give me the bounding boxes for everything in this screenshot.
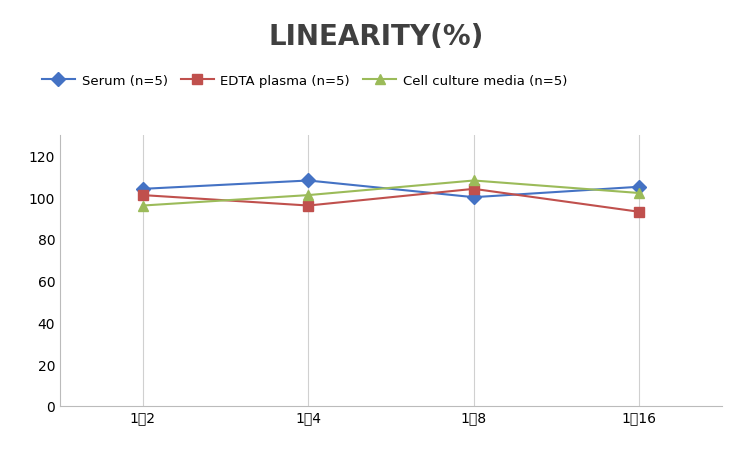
Serum (n=5) xyxy=(469,195,478,200)
Cell culture media (n=5) xyxy=(138,203,147,209)
EDTA plasma (n=5) xyxy=(635,210,644,215)
Text: LINEARITY(%): LINEARITY(%) xyxy=(268,23,484,51)
EDTA plasma (n=5) xyxy=(469,187,478,192)
Line: Serum (n=5): Serum (n=5) xyxy=(138,176,644,202)
EDTA plasma (n=5) xyxy=(304,203,313,209)
Serum (n=5) xyxy=(304,179,313,184)
Line: Cell culture media (n=5): Cell culture media (n=5) xyxy=(138,176,644,211)
Cell culture media (n=5) xyxy=(469,179,478,184)
Line: EDTA plasma (n=5): EDTA plasma (n=5) xyxy=(138,184,644,217)
EDTA plasma (n=5) xyxy=(138,193,147,198)
Serum (n=5) xyxy=(138,187,147,192)
Cell culture media (n=5) xyxy=(635,191,644,196)
Serum (n=5) xyxy=(635,184,644,190)
Cell culture media (n=5) xyxy=(304,193,313,198)
Legend: Serum (n=5), EDTA plasma (n=5), Cell culture media (n=5): Serum (n=5), EDTA plasma (n=5), Cell cul… xyxy=(37,70,572,93)
